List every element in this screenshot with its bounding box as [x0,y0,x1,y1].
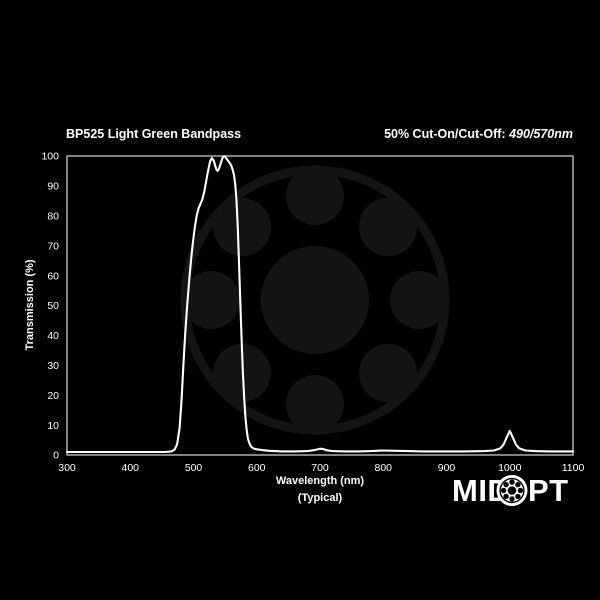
transmission-curve [65,155,575,454]
x-tick-label: 700 [311,462,329,474]
x-tick-label: 900 [438,462,456,474]
y-axis-title: Transmission (%) [24,259,36,350]
y-tick-label: 10 [47,420,59,432]
y-tick-label: 90 [47,181,59,193]
watermark-satellite-circle [286,375,344,433]
plot-frame [66,155,574,456]
page-title: BP525 Light Green Bandpass [66,127,242,141]
x-tick-label: 500 [185,462,203,474]
watermark-satellite-circle [359,344,417,402]
midopt-logo: MID PT [452,473,569,508]
y-tick-label: 100 [41,151,59,163]
cut-on-cut-off-spec: 50% Cut-On/Cut-Off: 490/570nm [384,127,573,141]
watermark-satellite-circle [390,271,448,329]
x-tick-label: 300 [58,462,76,474]
y-tick-label: 40 [47,330,59,342]
x-axis-tick-labels: 300 400 500 600 700 800 900 1000 1100 [58,462,584,474]
logo-filter-wheel-icon [496,475,528,506]
x-tick-label: 1100 [562,462,585,474]
watermark-satellite-circle [213,198,271,256]
spec-value: 490/570nm [509,127,573,141]
watermark-satellite-circle [182,271,240,329]
y-tick-label: 70 [47,240,59,252]
x-tick-label: 600 [248,462,266,474]
spec-label: 50% Cut-On/Cut-Off: [384,127,506,141]
logo-text-right: PT [528,473,569,508]
y-tick-label: 80 [47,211,59,223]
x-axis-subtitle: (Typical) [298,492,343,504]
watermark-satellite-circle [359,198,417,256]
x-axis-title: Wavelength (nm) [276,475,365,487]
x-tick-label: 400 [121,462,139,474]
y-tick-label: 30 [47,360,59,372]
y-axis-tick-labels: 0 10 20 30 40 50 60 70 80 90 100 [41,151,59,462]
watermark-satellite-circle [286,167,344,225]
y-tick-label: 0 [53,450,59,462]
y-tick-label: 50 [47,300,59,312]
x-tick-label: 1000 [498,462,522,474]
watermark-center-circle [261,246,369,354]
y-tick-label: 60 [47,270,59,282]
filter-wheel-watermark [180,165,450,435]
x-tick-label: 800 [374,462,392,474]
y-tick-label: 20 [47,390,59,402]
